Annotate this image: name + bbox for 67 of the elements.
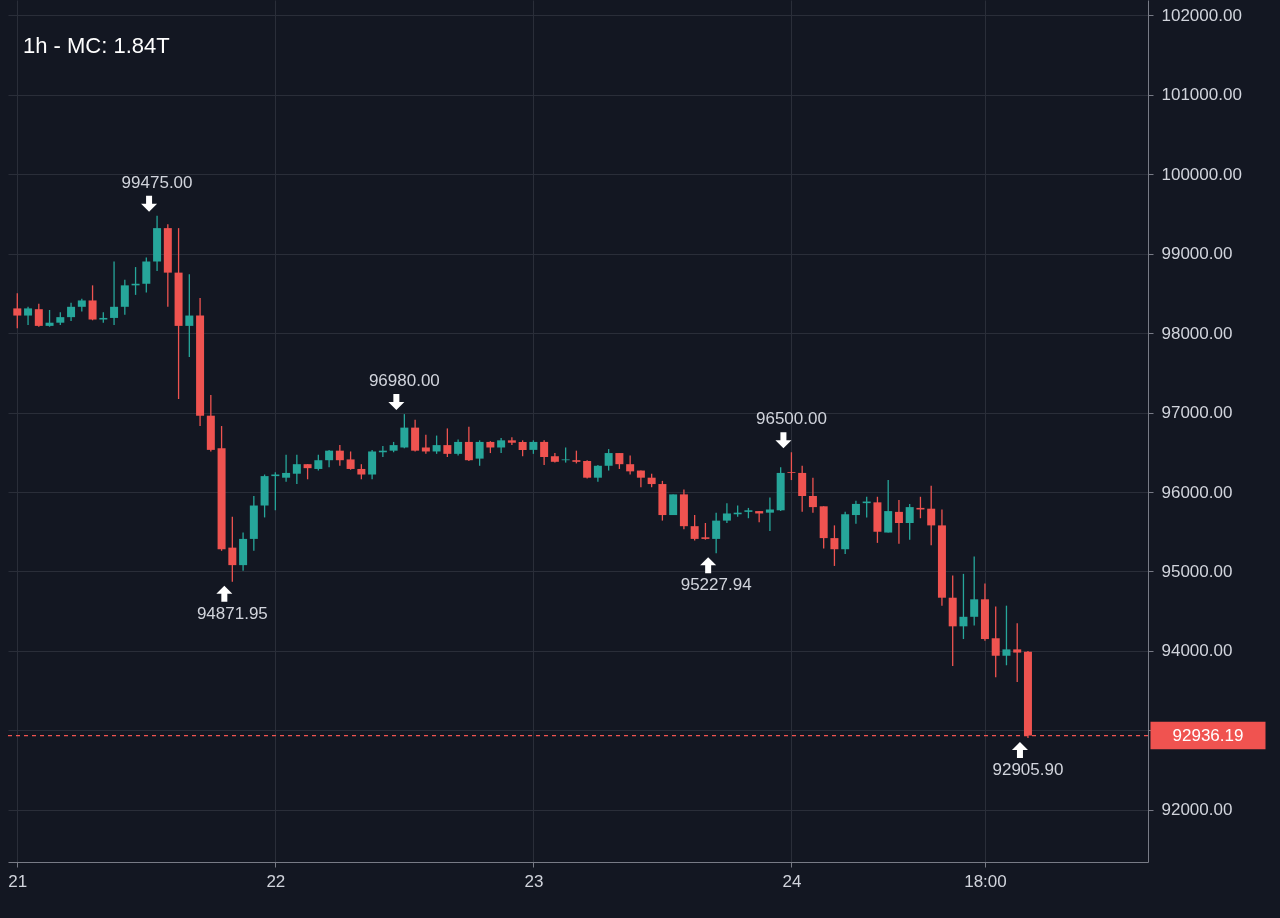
candlestick bbox=[292, 454, 301, 485]
candlestick bbox=[282, 454, 291, 483]
candlestick bbox=[67, 302, 76, 322]
candlestick bbox=[346, 450, 355, 471]
candlestick bbox=[927, 485, 936, 546]
candlestick bbox=[712, 512, 721, 555]
candlestick bbox=[185, 273, 194, 358]
candlestick bbox=[905, 503, 914, 541]
candlestick bbox=[722, 502, 731, 524]
candlestick bbox=[335, 444, 344, 467]
candlestick bbox=[110, 260, 119, 326]
candlestick bbox=[787, 451, 796, 481]
annotation: 95227.94 bbox=[680, 575, 752, 595]
candlestick bbox=[808, 477, 817, 514]
candlestick bbox=[507, 436, 516, 446]
annotation: 96500.00 bbox=[755, 409, 827, 429]
y-tick-label: 96000.00 bbox=[1161, 482, 1233, 502]
x-tick-label: 21 bbox=[8, 871, 28, 891]
candlestick bbox=[421, 434, 430, 455]
annotation: 96980.00 bbox=[368, 371, 440, 391]
candlestick bbox=[851, 500, 860, 525]
candlestick bbox=[540, 439, 549, 466]
annotation: 92905.90 bbox=[992, 759, 1064, 779]
candlestick bbox=[959, 573, 968, 640]
candlestick bbox=[368, 449, 377, 480]
candlestick bbox=[970, 555, 979, 627]
candlestick bbox=[626, 454, 635, 476]
candlestick bbox=[690, 514, 699, 542]
candlestick bbox=[1013, 622, 1022, 683]
candlestick bbox=[464, 426, 473, 462]
candlestick bbox=[604, 448, 613, 472]
x-tick-label: 18:00 bbox=[964, 871, 1007, 891]
y-tick-label: 102000.00 bbox=[1161, 5, 1242, 25]
candlestick bbox=[88, 284, 97, 321]
x-tick-label: 24 bbox=[782, 871, 802, 891]
candlestick bbox=[432, 434, 441, 455]
x-tick-label: 23 bbox=[524, 871, 544, 891]
annotation: 94871.95 bbox=[196, 603, 268, 623]
candlestick bbox=[13, 292, 22, 329]
y-tick-label: 95000.00 bbox=[1161, 561, 1233, 581]
candlestick bbox=[798, 465, 807, 513]
candlestick bbox=[411, 419, 420, 453]
candlestick bbox=[34, 302, 43, 328]
y-tick-label: 92000.00 bbox=[1161, 800, 1233, 820]
y-tick-label: 101000.00 bbox=[1161, 85, 1242, 105]
candlestick bbox=[1002, 605, 1011, 666]
candlestick bbox=[884, 479, 893, 534]
candlestick bbox=[400, 413, 409, 449]
y-tick-label: 98000.00 bbox=[1161, 323, 1233, 343]
candlestick bbox=[443, 427, 452, 458]
text: 1h - MC: 1.84T bbox=[23, 33, 170, 58]
candlestick bbox=[830, 524, 839, 567]
candlestick bbox=[120, 279, 129, 316]
candlestick bbox=[991, 605, 1000, 678]
y-tick-label: 100000.00 bbox=[1161, 164, 1242, 184]
candlestick bbox=[894, 499, 903, 545]
candlestick bbox=[475, 439, 484, 467]
annotation: 99475.00 bbox=[121, 172, 193, 192]
candlestick bbox=[24, 306, 33, 326]
candlestick bbox=[142, 256, 151, 294]
y-tick-label: 99000.00 bbox=[1161, 244, 1233, 264]
candlestick bbox=[765, 496, 774, 532]
ref-line-label: 92936.19 bbox=[1172, 725, 1244, 745]
candlestick bbox=[228, 515, 237, 583]
x-tick-label: 22 bbox=[266, 871, 286, 891]
y-tick-label: 94000.00 bbox=[1161, 641, 1233, 661]
y-tick-label: 97000.00 bbox=[1161, 403, 1233, 423]
